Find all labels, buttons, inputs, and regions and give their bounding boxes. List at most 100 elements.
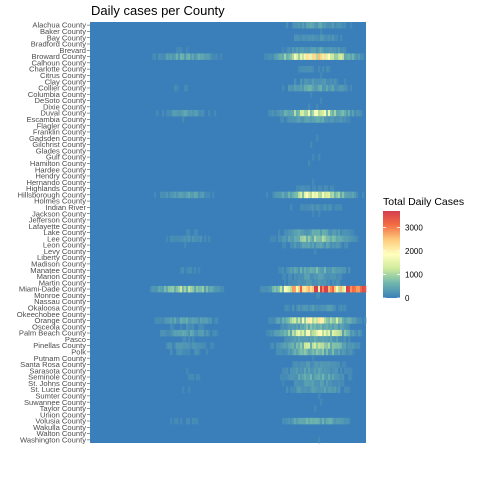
heatmap-cell <box>320 72 323 79</box>
heatmap-cell <box>208 317 211 324</box>
heatmap-cell <box>288 317 291 324</box>
heatmap-cell <box>304 109 307 117</box>
heatmap-cell <box>352 317 355 324</box>
heatmap-cell <box>272 191 275 199</box>
heatmap-cell <box>352 285 355 293</box>
heatmap-cell <box>310 229 313 236</box>
heatmap-cell <box>298 22 301 29</box>
heatmap-cell <box>298 116 301 123</box>
heatmap-cell <box>336 84 339 92</box>
heatmap-cell <box>182 386 185 393</box>
y-tick-label: Palm Beach County <box>19 329 86 338</box>
heatmap-cell <box>324 267 327 274</box>
y-tick-label: Lee County <box>47 234 86 243</box>
heatmap-cell <box>332 367 335 375</box>
heatmap-cell <box>328 204 331 211</box>
heatmap-cell <box>166 329 169 337</box>
heatmap-cell <box>334 317 337 324</box>
heatmap-cell <box>296 241 299 249</box>
heatmap-cell <box>316 78 319 86</box>
heatmap-cell <box>264 285 267 293</box>
heatmap-cell <box>354 53 357 60</box>
heatmap-cell <box>172 285 175 293</box>
heatmap-cell <box>188 336 191 343</box>
heatmap-cell <box>178 285 181 293</box>
heatmap-cell <box>340 53 343 60</box>
heatmap-cell <box>308 348 311 356</box>
heatmap-cell <box>306 65 309 73</box>
y-tick-label: Washington County <box>20 435 86 444</box>
heatmap-cell <box>340 229 343 236</box>
heatmap-cell <box>334 342 337 349</box>
heatmap-cell <box>282 323 285 331</box>
heatmap-cell <box>336 367 339 375</box>
heatmap-cell <box>332 336 335 343</box>
heatmap-cell <box>350 109 353 117</box>
heatmap-cell <box>194 317 197 324</box>
y-tick-label: Lafayette County <box>29 222 87 231</box>
heatmap-cell <box>310 373 313 381</box>
heatmap-cell <box>282 53 285 60</box>
heatmap-cell <box>314 78 317 86</box>
heatmap-cell <box>316 386 319 393</box>
heatmap-cell <box>312 65 315 73</box>
heatmap-cell <box>310 84 313 92</box>
heatmap-cell <box>208 191 211 199</box>
heatmap-cell <box>334 191 337 199</box>
heatmap-cell <box>162 191 165 199</box>
heatmap-cell <box>350 191 353 199</box>
heatmap-cell <box>292 323 295 331</box>
heatmap-cell <box>338 267 341 274</box>
heatmap-cell <box>286 329 289 337</box>
heatmap-cell <box>302 109 305 117</box>
heatmap-cell <box>340 367 343 375</box>
heatmap-cell <box>344 336 347 343</box>
heatmap-cell <box>296 367 299 375</box>
heatmap-cell <box>190 329 193 337</box>
heatmap-cell <box>178 109 181 117</box>
heatmap-cell <box>302 267 305 274</box>
heatmap-cell <box>310 116 313 123</box>
heatmap-cell <box>166 235 169 243</box>
heatmap-cell <box>300 304 303 312</box>
heatmap-cell <box>308 47 311 54</box>
heatmap-cell <box>334 348 337 356</box>
heatmap-cell <box>208 329 211 337</box>
heatmap-cell <box>286 47 289 54</box>
heatmap-cell <box>314 84 317 92</box>
heatmap-cell <box>282 373 285 381</box>
heatmap-cell <box>326 304 329 312</box>
heatmap-cell <box>184 84 187 92</box>
heatmap-cell <box>184 342 187 349</box>
heatmap-cell <box>286 317 289 324</box>
y-tick-label: Escambia County <box>26 115 86 124</box>
heatmap-cell <box>280 342 283 349</box>
heatmap-cell <box>326 84 329 92</box>
heatmap-cell <box>336 241 339 249</box>
heatmap-cell <box>364 317 367 324</box>
heatmap-cell <box>298 47 301 54</box>
heatmap-cell <box>314 417 317 425</box>
heatmap-cell <box>352 53 355 60</box>
heatmap-cell <box>346 329 349 337</box>
heatmap-cell <box>332 285 335 293</box>
heatmap-cell <box>336 323 339 331</box>
heatmap-cell <box>322 235 325 243</box>
heatmap-cell <box>296 323 299 331</box>
heatmap-cell <box>330 47 333 54</box>
heatmap-cell <box>216 285 219 293</box>
heatmap-cell <box>190 235 193 243</box>
heatmap-cell <box>316 417 319 425</box>
heatmap-cell <box>284 342 287 349</box>
heatmap-cell <box>292 367 295 375</box>
heatmap-cell <box>204 235 207 243</box>
heatmap-cell <box>300 191 303 199</box>
heatmap-cell <box>268 329 271 337</box>
heatmap-cell <box>336 417 339 425</box>
heatmap-cell <box>346 84 349 92</box>
heatmap-cell <box>334 34 337 42</box>
heatmap-cell <box>342 47 345 54</box>
heatmap-cell <box>320 348 323 356</box>
heatmap-cell <box>272 235 275 243</box>
heatmap-cell <box>298 386 301 393</box>
